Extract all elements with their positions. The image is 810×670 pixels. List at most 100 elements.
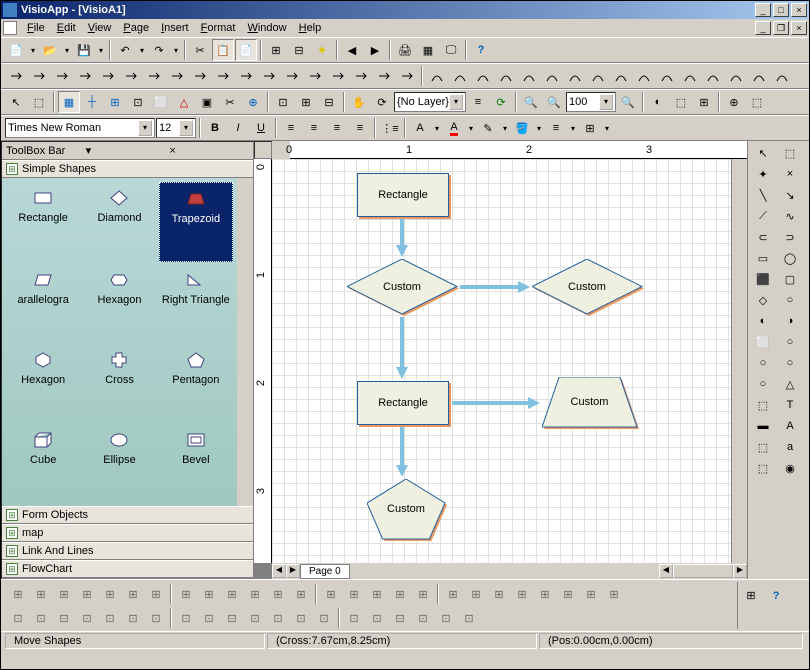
align-center-button[interactable]: ≡ xyxy=(303,117,325,139)
tool-26[interactable]: ▬ xyxy=(750,416,776,436)
dist-3[interactable]: ⊡ xyxy=(76,607,98,629)
tool-7[interactable]: ∿ xyxy=(777,206,803,226)
align-17[interactable]: ⊞ xyxy=(412,583,434,605)
bold-button[interactable]: B xyxy=(204,117,226,139)
redo-button[interactable]: ↷ xyxy=(148,39,170,61)
arc-0[interactable] xyxy=(426,65,448,87)
minimize-button[interactable]: _ xyxy=(755,3,771,17)
grid-toggle[interactable]: ▦ xyxy=(58,91,80,113)
refresh-button[interactable]: ⟳ xyxy=(490,91,512,113)
align-10[interactable]: ⊞ xyxy=(244,583,266,605)
zoom-fit-button[interactable]: 🔍 xyxy=(617,91,639,113)
undo-button[interactable]: ↶ xyxy=(114,39,136,61)
layer-combo[interactable]: {No Layer}▾ xyxy=(394,92,466,112)
border-button[interactable]: ⊞ xyxy=(579,117,601,139)
tool-11[interactable]: ◯ xyxy=(777,248,803,268)
mdi-icon[interactable] xyxy=(3,21,17,35)
menu-help[interactable]: Help xyxy=(293,21,328,35)
connector-7[interactable] xyxy=(166,65,188,87)
align-3[interactable]: ⊞ xyxy=(76,583,98,605)
dist-12[interactable]: ⊡ xyxy=(290,607,312,629)
tool-12[interactable]: ⬛ xyxy=(750,269,776,289)
ungroup-button[interactable]: ⊟ xyxy=(288,39,310,61)
new-button[interactable]: 📄 xyxy=(5,39,27,61)
menu-format[interactable]: Format xyxy=(195,21,242,35)
dist-18[interactable]: ⊡ xyxy=(435,607,457,629)
tool-25[interactable]: T xyxy=(777,395,803,415)
connector-4[interactable] xyxy=(97,65,119,87)
print-button[interactable]: 🖨 xyxy=(394,39,416,61)
connector-2[interactable] xyxy=(51,65,73,87)
tool-3[interactable]: × xyxy=(777,164,803,184)
font-color-button[interactable]: A xyxy=(443,117,465,139)
grid-button[interactable]: ▦ xyxy=(417,39,439,61)
tool-1[interactable]: ⬚ xyxy=(777,143,803,163)
align-5[interactable]: ⊞ xyxy=(122,583,144,605)
tool-2[interactable]: ✦ xyxy=(750,164,776,184)
tool-19[interactable]: ○ xyxy=(777,332,803,352)
category-map[interactable]: ⊞map xyxy=(2,524,253,542)
node-rect[interactable]: Rectangle xyxy=(357,173,449,217)
tool-16[interactable]: ◐ xyxy=(750,311,776,331)
page-tab[interactable]: Page 0 xyxy=(300,564,350,579)
category-link-and-lines[interactable]: ⊞Link And Lines xyxy=(2,542,253,560)
tool-31[interactable]: ◉ xyxy=(777,458,803,478)
node-diamond[interactable]: Custom xyxy=(532,259,642,314)
category-form-objects[interactable]: ⊞Form Objects xyxy=(2,506,253,524)
connector-1[interactable] xyxy=(28,65,50,87)
connector-0[interactable] xyxy=(5,65,27,87)
crop-button[interactable]: ✂ xyxy=(219,91,241,113)
dist-13[interactable]: ⊡ xyxy=(313,607,335,629)
align-18[interactable]: ⊞ xyxy=(442,583,464,605)
node-diamond[interactable]: Custom xyxy=(347,259,457,314)
connector-14[interactable] xyxy=(327,65,349,87)
align-8[interactable]: ⊞ xyxy=(198,583,220,605)
shape-rect[interactable]: Rectangle xyxy=(6,182,80,262)
shape-pent[interactable]: Pentagon xyxy=(159,344,233,422)
mdi-restore-button[interactable]: ❐ xyxy=(773,21,789,35)
shape-hex2[interactable]: Hexagon xyxy=(6,344,80,422)
tool-28[interactable]: ⬚ xyxy=(750,437,776,457)
zoom-in-button[interactable]: 🔍 xyxy=(520,91,542,113)
node-rect[interactable]: Rectangle xyxy=(357,381,449,425)
arc-9[interactable] xyxy=(633,65,655,87)
tool-17[interactable]: ◑ xyxy=(777,311,803,331)
category-flowchart[interactable]: ⊞FlowChart xyxy=(2,560,253,578)
btn2[interactable]: ⊞ xyxy=(295,91,317,113)
shape-hex[interactable]: Hexagon xyxy=(82,264,156,342)
tool-15[interactable]: ○ xyxy=(777,290,803,310)
align-15[interactable]: ⊞ xyxy=(366,583,388,605)
rotate-button[interactable]: ⟳ xyxy=(371,91,393,113)
align-left-button[interactable]: ≡ xyxy=(280,117,302,139)
dist-19[interactable]: ⊡ xyxy=(458,607,480,629)
align-23[interactable]: ⊞ xyxy=(557,583,579,605)
save-button[interactable]: 💾 xyxy=(73,39,95,61)
tool-30[interactable]: ⬚ xyxy=(750,458,776,478)
dist-17[interactable]: ⊡ xyxy=(412,607,434,629)
horizontal-scrollbar[interactable]: ◀ ▶ Page 0 ◀ ▶ xyxy=(272,563,747,579)
layer-button[interactable]: ▣ xyxy=(196,91,218,113)
connector-5[interactable] xyxy=(120,65,142,87)
btn3[interactable]: ⊟ xyxy=(318,91,340,113)
zoom-out-button[interactable]: 🔍 xyxy=(543,91,565,113)
connector-10[interactable] xyxy=(235,65,257,87)
align-13[interactable]: ⊞ xyxy=(320,583,342,605)
target-button[interactable]: ⊕ xyxy=(242,91,264,113)
maximize-button[interactable]: □ xyxy=(773,3,789,17)
dist-9[interactable]: ⊡ xyxy=(221,607,243,629)
dist-10[interactable]: ⊡ xyxy=(244,607,266,629)
italic-button[interactable]: I xyxy=(227,117,249,139)
vertical-scrollbar[interactable] xyxy=(731,159,747,563)
select-button[interactable]: ⬚ xyxy=(28,91,50,113)
shape-trap[interactable]: Trapezoid xyxy=(159,182,233,262)
menu-view[interactable]: View xyxy=(82,21,118,35)
tool-5[interactable]: ↘ xyxy=(777,185,803,205)
fontsize-combo[interactable]: 12▾ xyxy=(156,118,196,138)
connector-15[interactable] xyxy=(350,65,372,87)
arc-15[interactable] xyxy=(771,65,793,87)
connector-13[interactable] xyxy=(304,65,326,87)
paste-button[interactable]: 📄 xyxy=(235,39,257,61)
options-button[interactable]: ⊞ xyxy=(740,584,762,606)
tool-21[interactable]: ○ xyxy=(777,353,803,373)
resize-button[interactable]: ⬜ xyxy=(150,91,172,113)
